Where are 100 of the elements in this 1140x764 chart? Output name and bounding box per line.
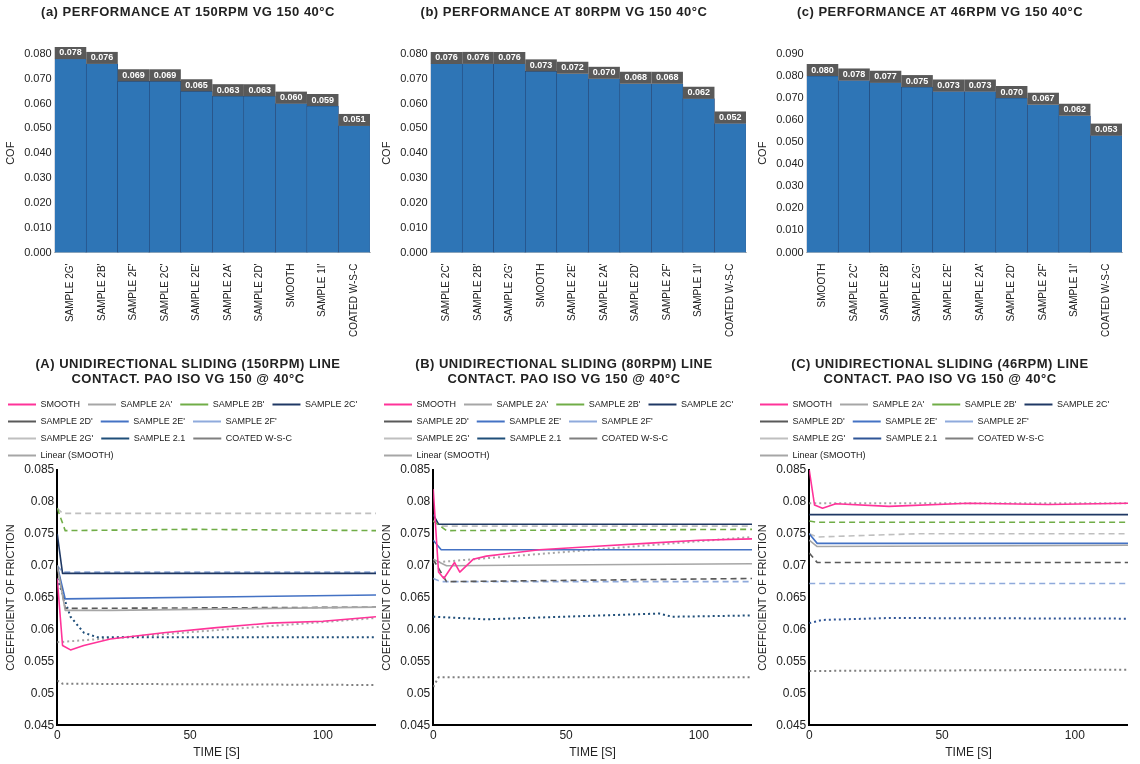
x-tick-label: SAMPLE 2F' xyxy=(1036,263,1048,321)
y-tick-label: 0.065 xyxy=(400,589,431,604)
x-axis-title: TIME [S] xyxy=(193,745,240,760)
x-tick-label: SAMPLE 2A' xyxy=(973,263,985,321)
y-tick-label: 0.040 xyxy=(776,157,804,170)
y-tick-label: 0.020 xyxy=(776,201,804,214)
x-tick-label: SAMPLE 2C' xyxy=(158,263,170,322)
data-label: 0.063 xyxy=(216,84,240,95)
x-tick-label: SAMPLE 2E' xyxy=(942,263,954,321)
y-tick-label: 0.08 xyxy=(30,494,55,509)
x-tick-label: COATED W-S-C xyxy=(723,263,735,337)
x-tick-label: SAMPLE 2D' xyxy=(629,263,641,322)
y-tick-label: 0.080 xyxy=(776,69,804,82)
data-label: 0.070 xyxy=(592,67,616,78)
data-label: 0.059 xyxy=(311,94,334,105)
data-label: 0.078 xyxy=(59,47,82,58)
y-tick-label: 0.040 xyxy=(24,146,52,159)
x-tick-label: SAMPLE 2C' xyxy=(440,263,452,322)
y-tick-label: 0.080 xyxy=(400,47,428,60)
x-tick-label: SAMPLE 1I' xyxy=(692,263,704,318)
y-tick-label: 0.085 xyxy=(400,462,431,477)
data-label: 0.062 xyxy=(687,87,710,98)
x-tick-label: SAMPLE 2E' xyxy=(566,263,578,321)
x-tick-label: SAMPLE 2G' xyxy=(64,263,76,323)
legend-label: Linear (SMOOTH) xyxy=(40,449,114,460)
data-label: 0.065 xyxy=(185,79,208,90)
legend-label: SAMPLE 2E' xyxy=(133,415,186,426)
y-axis-title: COEFFICIENT OF FRICTION xyxy=(3,524,16,671)
y-tick-label: 0.090 xyxy=(776,47,804,60)
y-tick-label: 0.055 xyxy=(24,653,55,668)
x-tick-label: 50 xyxy=(183,727,198,742)
y-tick-label: 0.010 xyxy=(776,223,804,236)
x-tick-label: SAMPLE 2E' xyxy=(190,263,202,321)
legend-label: SAMPLE 2E' xyxy=(885,415,938,426)
data-label: 0.052 xyxy=(718,111,742,122)
legend-label: SAMPLE 2C' xyxy=(1056,398,1110,409)
x-tick-label: SAMPLE 2A' xyxy=(597,263,609,321)
x-tick-label: SAMPLE 1I' xyxy=(1068,263,1080,318)
y-tick-label: 0.085 xyxy=(24,462,55,477)
y-tick-label: 0.030 xyxy=(400,171,428,184)
legend-label: SAMPLE 2A' xyxy=(496,398,549,409)
y-tick-label: 0.010 xyxy=(400,220,428,233)
y-tick-label: 0.055 xyxy=(776,653,807,668)
data-label: 0.069 xyxy=(153,69,177,80)
x-tick-label: SAMPLE 2B' xyxy=(471,263,483,321)
data-label: 0.076 xyxy=(90,52,114,63)
data-label: 0.060 xyxy=(279,92,303,103)
y-tick-label: 0.08 xyxy=(406,494,431,509)
y-tick-label: 0.045 xyxy=(776,717,807,732)
x-tick-label: SMOOTH xyxy=(284,263,296,308)
data-label: 0.068 xyxy=(624,72,647,83)
y-axis-title: COF xyxy=(755,141,768,165)
chart-title: (C) UNIDIRECTIONAL SLIDING (46RPM) LINE CONTACT. PAO ISO VG 150 @ 40°C xyxy=(790,356,1090,388)
x-tick-label: 0 xyxy=(53,727,61,742)
y-axis-title: COEFFICIENT OF FRICTION xyxy=(379,524,392,671)
legend-label: SAMPLE 2B' xyxy=(588,398,641,409)
data-label: 0.075 xyxy=(905,75,929,86)
data-label: 0.062 xyxy=(1063,104,1086,115)
y-axis-title: COF xyxy=(3,141,16,165)
y-tick-label: 0.085 xyxy=(776,462,807,477)
y-tick-label: 0.040 xyxy=(400,146,428,159)
y-tick-label: 0.055 xyxy=(400,653,431,668)
legend-label: SAMPLE 2F' xyxy=(601,415,653,426)
x-tick-label: 100 xyxy=(1064,727,1086,742)
y-tick-label: 0.070 xyxy=(400,71,428,84)
legend-label: COATED W-S-C xyxy=(601,432,669,443)
y-tick-label: 0.050 xyxy=(776,135,804,148)
y-axis-title: COEFFICIENT OF FRICTION xyxy=(755,524,768,671)
data-label: 0.070 xyxy=(1000,86,1023,97)
y-tick-label: 0.000 xyxy=(400,245,428,258)
legend-label: SAMPLE 2G' xyxy=(40,432,94,443)
y-tick-label: 0.05 xyxy=(30,685,55,700)
x-tick-label: COATED W-S-C xyxy=(1099,263,1111,337)
legend-label: SAMPLE 2F' xyxy=(225,415,277,426)
data-label: 0.076 xyxy=(435,52,458,63)
x-tick-label: SAMPLE 2D' xyxy=(253,263,265,322)
y-tick-label: 0.000 xyxy=(776,245,804,258)
x-tick-label: SAMPLE 2B' xyxy=(95,263,107,321)
y-tick-label: 0.06 xyxy=(782,621,807,636)
y-tick-label: 0.075 xyxy=(776,526,807,541)
legend-label: SAMPLE 2.1 xyxy=(509,432,562,443)
y-tick-label: 0.020 xyxy=(24,195,52,208)
x-tick-label: SAMPLE 2D' xyxy=(1005,263,1017,322)
legend-label: SAMPLE 2E' xyxy=(509,415,562,426)
y-tick-label: 0.010 xyxy=(24,220,52,233)
x-tick-label: SAMPLE 2F' xyxy=(127,263,139,321)
legend-label: COATED W-S-C xyxy=(225,432,293,443)
legend-label: SAMPLE 2G' xyxy=(792,432,846,443)
legend-label: SAMPLE 2C' xyxy=(304,398,358,409)
x-tick-label: 50 xyxy=(935,727,950,742)
y-tick-label: 0.075 xyxy=(400,526,431,541)
data-label: 0.072 xyxy=(561,62,584,73)
y-tick-label: 0.07 xyxy=(30,558,55,573)
legend-label: SMOOTH xyxy=(40,398,80,409)
x-tick-label: SAMPLE 2G' xyxy=(503,263,515,323)
legend-label: SMOOTH xyxy=(792,398,832,409)
data-label: 0.067 xyxy=(1031,93,1055,104)
y-tick-label: 0.050 xyxy=(400,121,428,134)
x-tick-label: SAMPLE 2G' xyxy=(910,263,922,323)
y-tick-label: 0.020 xyxy=(400,195,428,208)
